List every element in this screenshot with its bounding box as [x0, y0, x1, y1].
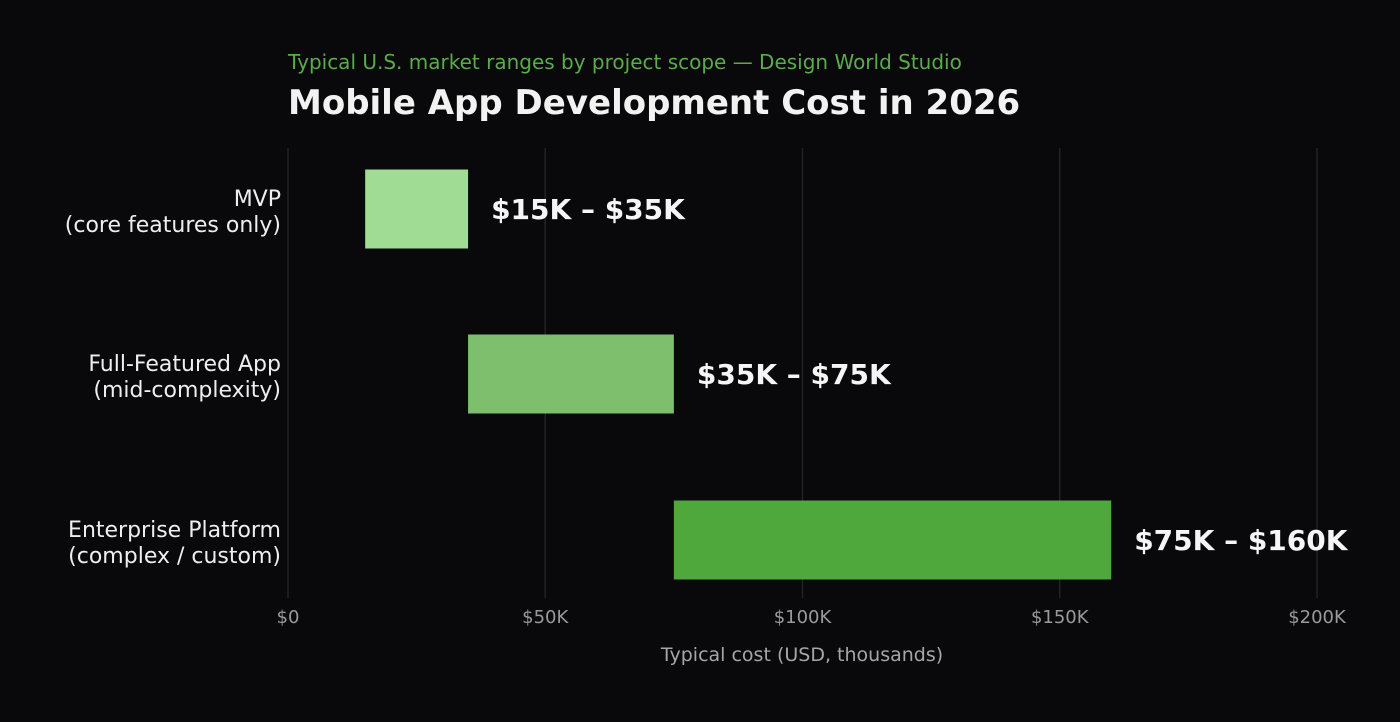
bars: [365, 169, 1112, 580]
x-axis-label: Typical cost (USD, thousands): [660, 644, 943, 666]
category-label-line: (mid-complexity): [93, 378, 281, 403]
category-label-line: Enterprise Platform: [68, 518, 281, 543]
x-tick-labels: $0 $50K $100K $150K $200K: [277, 607, 1347, 628]
category-label-line: Full-Featured App: [88, 352, 281, 377]
range-bar: [673, 500, 1112, 580]
value-label: $75K – $160K: [1134, 524, 1349, 557]
x-tick-label: $50K: [522, 607, 569, 628]
x-tick-label: $0: [277, 607, 300, 628]
range-bar: [468, 334, 674, 414]
category-label-line: (complex / custom): [68, 544, 281, 569]
chart-title: Mobile App Development Cost in 2026: [288, 83, 1020, 123]
value-label: $15K – $35K: [491, 193, 686, 226]
x-tick-label: $100K: [774, 607, 833, 628]
category-label-line: (core features only): [65, 213, 281, 238]
chart-subtitle: Typical U.S. market ranges by project sc…: [287, 50, 962, 74]
category-label: Full-Featured App (mid-complexity): [88, 352, 281, 403]
value-labels: $15K – $35K $35K – $75K $75K – $160K: [491, 193, 1349, 557]
x-tick-label: $150K: [1031, 607, 1090, 628]
category-label: Enterprise Platform (complex / custom): [68, 518, 281, 569]
category-label-line: MVP: [234, 187, 281, 212]
x-tick-label: $200K: [1288, 607, 1347, 628]
value-label: $35K – $75K: [697, 358, 892, 391]
category-labels: MVP (core features only) Full-Featured App…: [65, 187, 281, 569]
category-label: MVP (core features only): [65, 187, 281, 238]
range-bar: [365, 169, 469, 249]
